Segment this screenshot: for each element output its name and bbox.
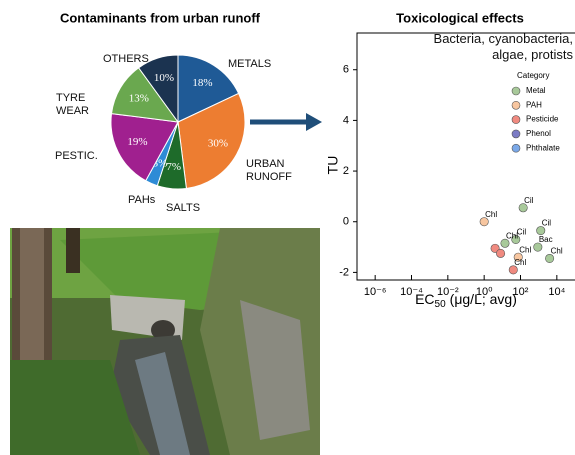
point-label: Chl <box>519 245 531 254</box>
legend-marker <box>512 144 520 152</box>
arrow <box>250 113 322 131</box>
x-axis-label-part: 50 <box>435 299 447 310</box>
y-axis-label: TU <box>325 156 341 175</box>
legend-marker <box>512 101 520 109</box>
page: {"chart_data": [ {"type": "pie", "title"… <box>0 0 575 455</box>
point-label: Cil <box>524 196 534 205</box>
value-label: 7% <box>166 161 181 173</box>
point-label: Chl <box>551 247 563 256</box>
data-point <box>496 249 504 257</box>
x-axis-label: EC50(μg/L; avg) <box>415 291 517 310</box>
y-tick-label: 2 <box>343 165 349 177</box>
category-label: METALS <box>228 58 288 71</box>
x-axis-label-part: EC <box>415 291 434 307</box>
point-label: Cil <box>542 219 552 228</box>
y-tick-label: 4 <box>343 114 349 126</box>
y-tick-label: 0 <box>343 216 349 228</box>
point-label: Chl <box>485 210 497 219</box>
point-label: Chl <box>506 231 518 240</box>
legend-label: PAH <box>526 100 542 109</box>
category-label: PAHs <box>128 194 168 207</box>
value-label: 10% <box>154 72 174 84</box>
value-label: 19% <box>127 136 147 148</box>
x-tick-label: 10⁻⁶ <box>364 286 387 298</box>
category-label: TYRE WEAR <box>56 92 106 118</box>
annotation: Bacteria, cyanobacteria, algae, protists <box>411 31 573 63</box>
value-label: 13% <box>129 92 149 104</box>
category-label: SALTS <box>166 202 216 215</box>
legend-marker <box>512 116 520 124</box>
legend-label: Metal <box>526 86 546 95</box>
point-label: Bac <box>539 235 553 244</box>
category-label: URBAN RUNOFF <box>246 158 306 184</box>
legend-marker <box>512 87 520 95</box>
legend-label: Phthalate <box>526 143 560 152</box>
chart-title: Contaminants from urban runoff <box>60 10 261 25</box>
y-tick-label: 6 <box>343 64 349 76</box>
photo <box>10 228 320 455</box>
x-tick-label: 10⁴ <box>548 286 565 298</box>
chart-title: Toxicological effects <box>396 10 524 25</box>
legend-marker <box>512 130 520 138</box>
point-label: Cil <box>517 228 527 237</box>
legend-label: Pesticide <box>526 115 559 124</box>
legend-label: Phenol <box>526 129 551 138</box>
category-label: OTHERS <box>103 53 163 66</box>
category-label: PESTIC. <box>55 150 115 163</box>
value-label: 18% <box>192 77 212 89</box>
legend-title: Category <box>517 71 549 80</box>
point-label: Chl <box>514 258 526 267</box>
y-tick-label: -2 <box>339 266 349 278</box>
x-axis-label-part: (μg/L; avg) <box>450 291 517 307</box>
value-label: 30% <box>208 137 228 149</box>
